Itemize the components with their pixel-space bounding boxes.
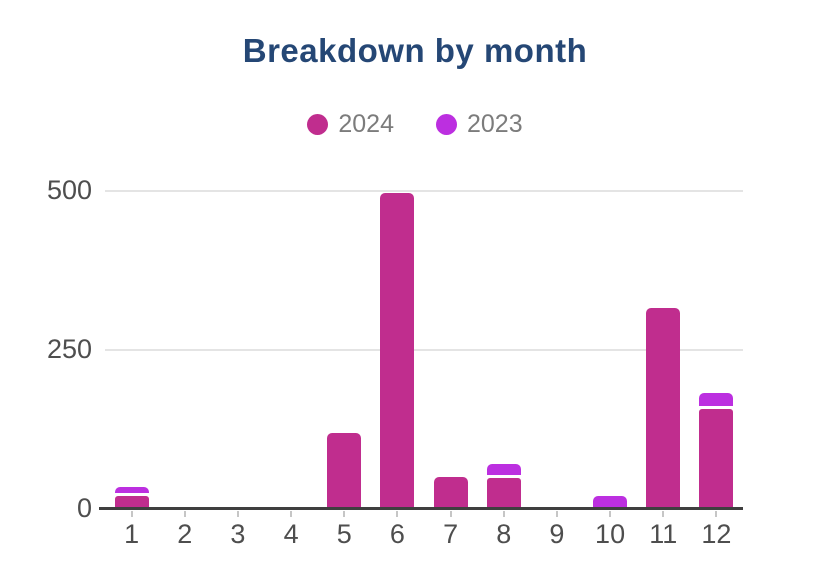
x-axis-tick xyxy=(662,511,665,517)
x-axis-tick xyxy=(343,511,346,517)
x-tick-label: 8 xyxy=(496,519,512,549)
legend-item-2023[interactable]: 2023 xyxy=(436,110,523,139)
x-axis-tick xyxy=(502,511,505,517)
legend-marker-2024-icon xyxy=(307,114,329,135)
bar-month-11-2024-segment xyxy=(646,308,681,509)
x-axis-tick xyxy=(555,511,558,517)
x-tick-label: 1 xyxy=(124,519,140,549)
x-tick-label: 5 xyxy=(336,519,352,549)
bar-month-1-2024-segment xyxy=(114,496,149,509)
x-axis-tick xyxy=(183,511,186,517)
bar-month-1-2023-segment xyxy=(114,486,149,494)
bar-month-10-2023-segment xyxy=(593,496,628,509)
bar-month-12-2024-segment xyxy=(699,409,734,509)
legend-marker-2023-icon xyxy=(436,114,457,135)
x-tick-label: 9 xyxy=(549,519,565,549)
bar-month-8-2024-segment xyxy=(486,477,521,509)
x-axis-tick xyxy=(290,511,293,517)
bar-month-8-2023-segment xyxy=(486,464,521,475)
gridline-250 xyxy=(105,348,743,351)
legend-item-2024[interactable]: 2024 xyxy=(307,110,394,139)
x-axis-tick xyxy=(715,511,718,517)
y-tick-label: 0 xyxy=(76,493,92,523)
legend: 2024 2023 xyxy=(0,110,830,139)
plot-area: 0 250 500 1 2 3 4 5 6 7 8 9 10 11 12 xyxy=(47,165,743,548)
x-tick-label: 4 xyxy=(283,519,299,549)
x-tick-label: 6 xyxy=(389,519,405,549)
y-tick-label: 250 xyxy=(46,333,92,364)
x-axis-line xyxy=(99,507,743,510)
legend-label-2023: 2023 xyxy=(467,110,523,138)
x-tick-label: 3 xyxy=(230,519,246,549)
chart-title: Breakdown by month xyxy=(242,32,588,69)
x-tick-label: 2 xyxy=(177,519,193,549)
x-tick-label: 10 xyxy=(595,519,626,549)
bar-month-7-2024-segment xyxy=(433,477,468,509)
x-tick-label: 11 xyxy=(649,519,678,549)
legend-label-2024: 2024 xyxy=(338,110,394,138)
x-axis-tick xyxy=(609,511,612,517)
bar-month-6-2024-segment xyxy=(380,192,415,509)
x-axis-tick xyxy=(396,511,399,517)
bar-month-12-2023-segment xyxy=(699,392,734,407)
y-tick-label: 500 xyxy=(46,174,92,205)
x-axis-tick xyxy=(130,511,133,517)
gridline-500 xyxy=(105,189,743,192)
x-tick-label: 12 xyxy=(701,519,732,549)
x-axis-tick xyxy=(449,511,452,517)
bar-month-5-2024-segment xyxy=(327,432,362,509)
x-axis-tick xyxy=(236,511,239,517)
x-tick-label: 7 xyxy=(443,519,459,549)
